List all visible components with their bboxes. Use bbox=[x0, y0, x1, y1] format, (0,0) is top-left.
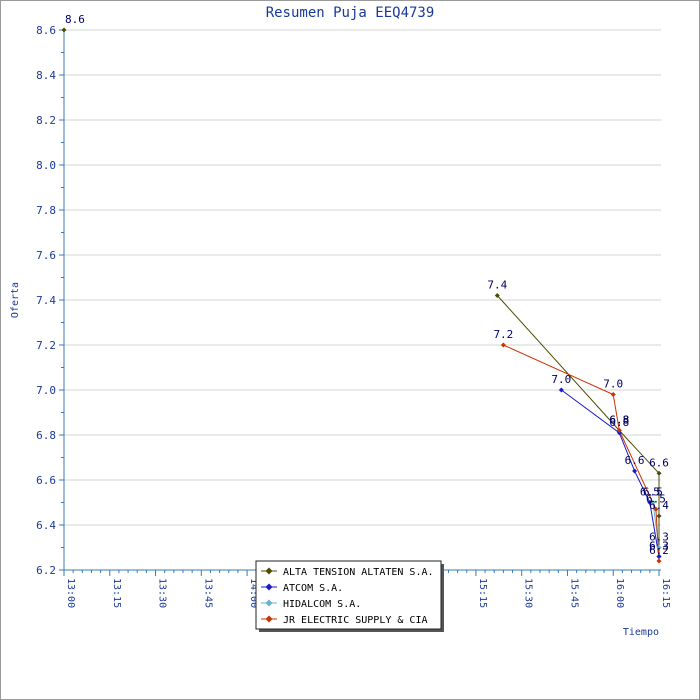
legend-entry: JR ELECTRIC SUPPLY & CIA bbox=[283, 615, 428, 626]
data-label: 6.3 bbox=[649, 540, 669, 553]
data-label: 7.0 bbox=[551, 373, 571, 386]
x-tick-label: 16:00 bbox=[614, 578, 625, 608]
y-tick-label: 6.6 bbox=[36, 474, 56, 487]
data-label: 6.6 bbox=[625, 454, 645, 467]
y-tick-label: 6.4 bbox=[36, 519, 56, 532]
data-label: 6.5 bbox=[640, 486, 660, 499]
y-tick-label: 6.2 bbox=[36, 564, 56, 577]
data-label: 8.6 bbox=[65, 13, 85, 26]
data-point bbox=[558, 387, 564, 393]
legend-swatch-marker bbox=[265, 583, 273, 591]
legend-swatch-marker bbox=[265, 567, 273, 575]
data-label: 6.6 bbox=[649, 456, 669, 469]
data-label: 6.2 bbox=[649, 544, 669, 557]
legend-entry: ALTA TENSION ALTATEN S.A. bbox=[283, 567, 434, 578]
data-point bbox=[656, 470, 662, 476]
data-point bbox=[656, 554, 662, 559]
data-label: 6.3 bbox=[649, 540, 669, 553]
data-point bbox=[500, 342, 506, 348]
x-tick-label: 13:15 bbox=[111, 578, 122, 608]
chart-title: Resumen Puja EEQ4739 bbox=[266, 5, 435, 21]
y-tick-label: 7.2 bbox=[36, 339, 56, 352]
data-point bbox=[656, 558, 662, 564]
legend-swatch-marker bbox=[265, 599, 273, 607]
y-tick-label: 6.8 bbox=[36, 429, 56, 442]
y-tick-label: 7.8 bbox=[36, 204, 56, 217]
data-label: 6.5 bbox=[643, 486, 663, 499]
data-point bbox=[494, 293, 500, 298]
x-tick-label: 15:45 bbox=[568, 578, 579, 608]
data-label: 6.8 bbox=[609, 414, 629, 427]
data-label: 7.0 bbox=[603, 378, 623, 391]
data-point bbox=[647, 500, 653, 505]
x-tick-label: 16:15 bbox=[660, 578, 671, 608]
x-axis-label: Tiempo bbox=[623, 627, 659, 638]
data-label: 6.8 bbox=[609, 414, 629, 427]
data-point bbox=[656, 545, 662, 550]
data-point bbox=[61, 27, 67, 33]
y-tick-label: 7.0 bbox=[36, 384, 56, 397]
x-tick-label: 13:30 bbox=[157, 578, 168, 608]
x-tick-label: 15:30 bbox=[523, 578, 534, 608]
legend: ALTA TENSION ALTATEN S.A. ATCOM S.A. HIDAL… bbox=[255, 560, 444, 632]
x-tick-label: 13:00 bbox=[65, 578, 76, 608]
y-tick-label: 8.4 bbox=[36, 69, 56, 82]
data-label: 6.4 bbox=[649, 499, 669, 512]
data-point bbox=[650, 500, 656, 505]
data-label: 7.2 bbox=[493, 328, 513, 341]
legend-entry: ATCOM S.A. bbox=[283, 583, 343, 594]
legend-box bbox=[255, 560, 442, 630]
data-label: 6.5 bbox=[646, 492, 666, 505]
legend-entry: HIDALCOM S.A. bbox=[283, 599, 361, 610]
data-point bbox=[632, 468, 638, 474]
y-axis-label: Oferta bbox=[10, 282, 21, 318]
data-label: 6.3 bbox=[649, 531, 669, 544]
y-tick-label: 8.0 bbox=[36, 159, 56, 172]
data-point bbox=[610, 392, 616, 397]
y-tick-label: 8.6 bbox=[36, 24, 56, 37]
data-label: 6.8 bbox=[609, 416, 629, 429]
data-labels: 7.46.86.66.46.37.06.86.66.56.36.56.37.27… bbox=[65, 13, 669, 557]
x-tick-label: 13:45 bbox=[202, 578, 213, 608]
data-point bbox=[656, 513, 662, 519]
y-tick-label: 8.2 bbox=[36, 114, 56, 127]
data-label: 7.4 bbox=[487, 279, 507, 292]
legend-swatch-marker bbox=[265, 615, 273, 623]
y-tick-label: 7.6 bbox=[36, 249, 56, 262]
data-point bbox=[616, 428, 622, 433]
data-points bbox=[61, 27, 662, 564]
y-tick-label: 7.4 bbox=[36, 294, 56, 307]
y-ticks: 6.2 6.4 6.6 6.8 7.0 7.2 7.4 7.6 7.8 8.0 8.2 8.4 8.6 bbox=[36, 24, 64, 577]
x-tick-label: 14:00 bbox=[248, 578, 259, 608]
x-tick-label: 15:15 bbox=[477, 578, 488, 608]
data-point bbox=[653, 506, 659, 512]
